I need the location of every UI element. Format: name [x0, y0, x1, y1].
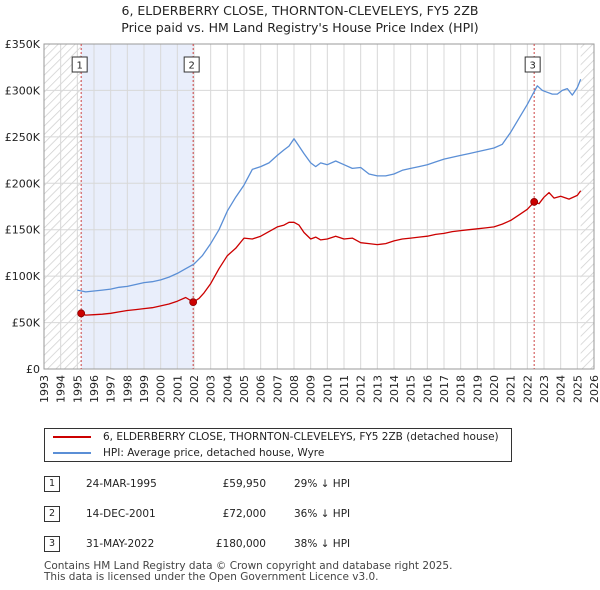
y-tick-label: £100K [5, 270, 41, 283]
x-tick-label: 2004 [221, 375, 234, 403]
y-tick-label: £0 [26, 363, 40, 376]
x-tick-label: 2022 [521, 375, 534, 403]
hpi-series-line [77, 79, 582, 293]
legend-swatch-hpi [53, 452, 91, 454]
property-series-line [80, 190, 582, 316]
x-tick-label: 2013 [371, 375, 384, 403]
x-tick-label: 1999 [138, 375, 151, 403]
x-tick-label: 2015 [405, 375, 418, 403]
transaction-date: 24-MAR-1995 [86, 478, 157, 490]
sale-point [189, 298, 198, 307]
x-tick-label: 1995 [71, 375, 84, 403]
x-tick-label: 2007 [271, 375, 284, 403]
y-tick-label: £150K [5, 224, 41, 237]
sale-label-box [71, 56, 88, 73]
chart-title-line2: Price paid vs. HM Land Registry's House … [121, 20, 479, 35]
x-tick-label: 2012 [355, 375, 368, 403]
transaction-delta: 36% ↓ HPI [294, 508, 351, 520]
x-tick-label: 2001 [171, 375, 184, 403]
legend-swatch-property [53, 436, 91, 438]
x-tick-label: 1996 [88, 375, 101, 403]
ownership-shade [81, 44, 194, 369]
x-tick-label: 2018 [455, 375, 468, 403]
transaction-date: 31-MAY-2022 [86, 538, 155, 550]
x-tick-label: 2002 [188, 375, 201, 403]
sale-point [77, 309, 86, 318]
price-chart: £0 £50K £100K £150K £200K £250K £300K £350K 1993… [5, 38, 600, 403]
table-row: 3 31-MAY-2022 £180,000 38% ↓ HPI [44, 536, 464, 554]
plot-frame [43, 43, 595, 370]
sale-label-number: 3 [529, 61, 535, 72]
y-tick-label: £250K [5, 131, 41, 144]
x-tick-label: 2009 [305, 375, 318, 403]
x-tick-label: 2000 [155, 375, 168, 403]
hatched-region [44, 44, 82, 369]
transaction-badge: 3 [44, 536, 60, 552]
x-tick-label: 2014 [388, 375, 401, 403]
footer-copyright: Contains HM Land Registry data © Crown c… [44, 560, 453, 572]
x-tick-label: 2021 [505, 375, 518, 403]
x-tick-label: 1998 [121, 375, 134, 403]
x-tick-label: 2020 [488, 375, 501, 403]
x-tick-label: 2026 [588, 375, 600, 403]
x-tick-label: 2008 [288, 375, 301, 403]
x-tick-label: 2025 [571, 375, 584, 403]
transaction-badge: 1 [44, 476, 60, 492]
series-group [77, 79, 582, 316]
x-tick-label: 2011 [338, 375, 351, 403]
x-tick-label: 2003 [205, 375, 218, 403]
legend-item-property: 6, ELDERBERRY CLOSE, THORNTON-CLEVELEYS,… [53, 430, 499, 444]
transaction-price: £180,000 [215, 538, 266, 550]
y-tick-label: £200K [5, 177, 41, 190]
legend: 6, ELDERBERRY CLOSE, THORNTON-CLEVELEYS,… [44, 428, 512, 462]
transaction-delta: 38% ↓ HPI [294, 538, 351, 550]
legend-label-hpi: HPI: Average price, detached house, Wyre [103, 447, 325, 459]
transaction-badge: 2 [44, 506, 60, 522]
x-tick-label: 2019 [471, 375, 484, 403]
x-tick-label: 1997 [105, 375, 118, 403]
table-row: 1 24-MAR-1995 £59,950 29% ↓ HPI [44, 476, 464, 494]
sale-label-number: 1 [76, 61, 82, 72]
sale-label-box [183, 56, 200, 73]
footer-license: This data is licensed under the Open Gov… [44, 571, 379, 583]
x-tick-label: 2010 [321, 375, 334, 403]
sale-label-number: 2 [188, 61, 194, 72]
x-tick-label: 2016 [421, 375, 434, 403]
x-tick-label: 2005 [238, 375, 251, 403]
footer: Contains HM Land Registry data © Crown c… [44, 561, 452, 583]
chart-title-line1: 6, ELDERBERRY CLOSE, THORNTON-CLEVELEYS,… [121, 3, 479, 18]
y-tick-label: £350K [5, 38, 41, 51]
legend-label-property: 6, ELDERBERRY CLOSE, THORNTON-CLEVELEYS,… [103, 431, 499, 443]
legend-item-hpi: HPI: Average price, detached house, Wyre [53, 446, 324, 460]
x-tick-label: 1994 [55, 375, 68, 403]
transaction-price: £59,950 [222, 478, 266, 490]
transaction-delta: 29% ↓ HPI [294, 478, 351, 490]
y-tick-label: £50K [12, 317, 41, 330]
x-tick-label: 2023 [538, 375, 551, 403]
x-tick-label: 2024 [555, 375, 568, 403]
hatched-region [580, 44, 594, 369]
transaction-price: £72,000 [222, 508, 266, 520]
x-tick-label: 2006 [255, 375, 268, 403]
x-tick-label: 2017 [438, 375, 451, 403]
sale-label-box [524, 56, 541, 73]
transaction-date: 14-DEC-2001 [86, 508, 156, 520]
y-tick-label: £300K [5, 84, 41, 97]
table-row: 2 14-DEC-2001 £72,000 36% ↓ HPI [44, 506, 464, 524]
sale-point [530, 197, 539, 206]
x-tick-label: 1993 [38, 375, 51, 403]
